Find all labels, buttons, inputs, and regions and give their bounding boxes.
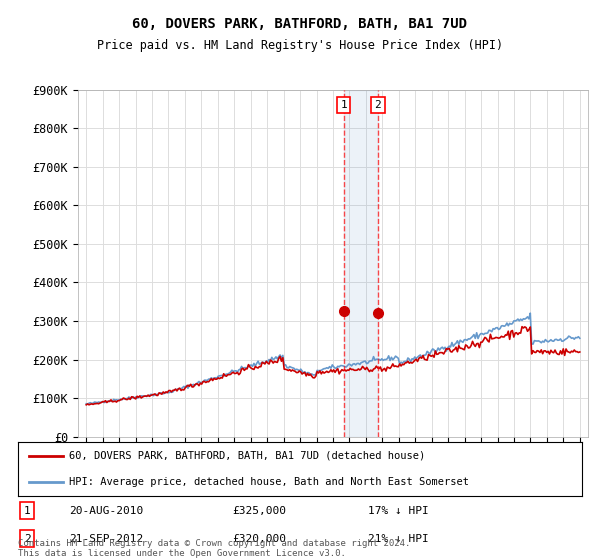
Text: Price paid vs. HM Land Registry's House Price Index (HPI): Price paid vs. HM Land Registry's House …	[97, 39, 503, 52]
Text: 2: 2	[374, 100, 381, 110]
Text: 2: 2	[23, 534, 31, 544]
Text: £325,000: £325,000	[232, 506, 286, 516]
Text: 1: 1	[340, 100, 347, 110]
Text: HPI: Average price, detached house, Bath and North East Somerset: HPI: Average price, detached house, Bath…	[69, 477, 469, 487]
Text: 1: 1	[23, 506, 31, 516]
Text: 60, DOVERS PARK, BATHFORD, BATH, BA1 7UD (detached house): 60, DOVERS PARK, BATHFORD, BATH, BA1 7UD…	[69, 451, 425, 461]
Text: Contains HM Land Registry data © Crown copyright and database right 2024.
This d: Contains HM Land Registry data © Crown c…	[18, 539, 410, 558]
Text: 21% ↓ HPI: 21% ↓ HPI	[368, 534, 428, 544]
Text: 20-AUG-2010: 20-AUG-2010	[69, 506, 143, 516]
Text: 21-SEP-2012: 21-SEP-2012	[69, 534, 143, 544]
Text: £320,000: £320,000	[232, 534, 286, 544]
Text: 60, DOVERS PARK, BATHFORD, BATH, BA1 7UD: 60, DOVERS PARK, BATHFORD, BATH, BA1 7UD	[133, 17, 467, 31]
Text: 17% ↓ HPI: 17% ↓ HPI	[368, 506, 428, 516]
Bar	[344, 90, 378, 437]
